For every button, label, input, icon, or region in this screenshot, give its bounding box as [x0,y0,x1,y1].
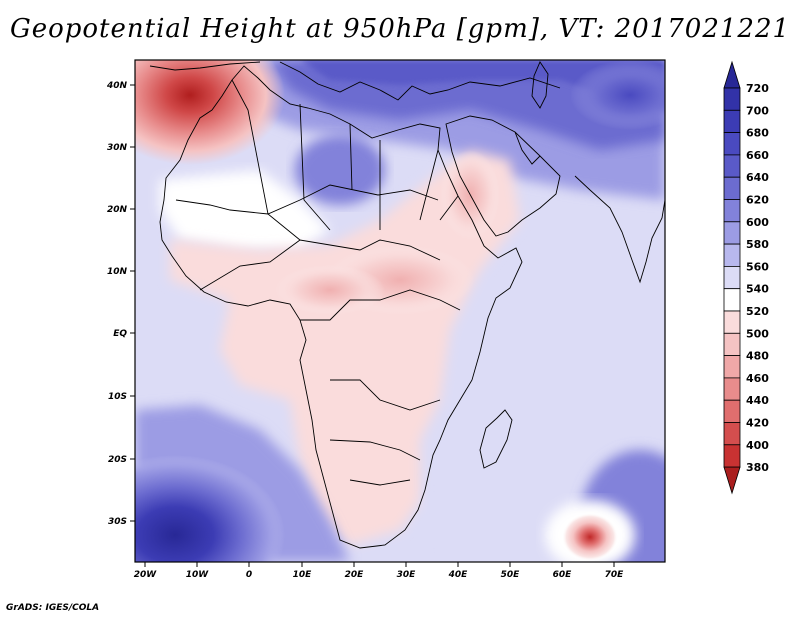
colorbar-label: 500 [746,327,769,340]
colorbar-swatch [723,332,741,356]
lat-label: 20N [107,205,128,215]
map-frame [134,59,666,563]
lon-label: 20W [134,570,158,580]
colorbar-swatch [723,377,741,401]
colorbar-label: 560 [746,260,769,273]
lat-label: 30S [108,517,127,527]
colorbar-top-arrow [723,60,741,89]
lon-label: 0 [246,570,252,580]
colorbar-label: 420 [746,417,769,430]
colorbar: 720 700 680 660 640 620 600 580 560 540 520 500 480 4… [723,60,769,495]
colorbar-label: 440 [746,394,769,407]
colorbar-swatch [723,444,741,468]
colorbar-swatch [723,87,741,111]
lon-label: 10E [293,570,313,580]
africa-coastline [159,65,523,549]
colorbar-label: 620 [746,194,769,207]
colorbar-swatch [723,243,741,267]
lon-label: 10W [186,570,210,580]
colorbar-label: 400 [746,439,769,452]
colorbar-label: 540 [746,283,769,296]
height-field [135,60,665,562]
colorbar-label: 480 [746,350,769,363]
grads-credit: GrADS: IGES/COLA [6,603,100,613]
lon-label: 70E [605,570,625,580]
colorbar-bottom-arrow [723,466,741,495]
lat-label: 20S [108,455,127,465]
colorbar-label: 520 [746,305,769,318]
madagascar [479,409,513,469]
colorbar-swatch [723,199,741,223]
colorbar-label: 600 [746,216,769,229]
india-coast [574,175,665,284]
colorbar-swatch [723,355,741,379]
arabian-peninsula [445,115,561,237]
colorbar-label: 720 [746,82,769,95]
lon-label: 60E [553,570,573,580]
lon-label: 50E [501,570,521,580]
colorbar-label: 700 [746,104,769,117]
colorbar-swatch [723,288,741,312]
colorbar-label: 640 [746,171,769,184]
central-borders [199,239,461,486]
colorbar-swatch [723,109,741,134]
lat-label: 10N [107,267,128,277]
lon-label: 30E [397,570,417,580]
lat-label: 40N [106,81,128,91]
lon-label: 40E [448,570,469,580]
colorbar-label: 580 [746,238,769,251]
longitude-labels: 20W 10W 0 10E 20E 30E 40E 50E 60E 70E [134,562,624,580]
colorbar-swatch [723,422,741,446]
lon-label: 20E [345,570,365,580]
lat-label: EQ [113,329,127,339]
colorbar-label: 380 [746,461,769,474]
europe-coast [149,61,561,101]
colorbar-swatch [723,176,741,200]
colorbar-swatch [723,265,741,290]
colorbar-swatch [723,154,741,178]
north-borders [175,79,459,241]
caspian [531,61,549,109]
colorbar-label: 660 [746,149,769,162]
persian-gulf [514,131,541,165]
colorbar-swatch [723,310,741,334]
lat-label: 30N [107,143,128,153]
latitude-labels: 40N 30N 20N 10N EQ 10S 20S 30S [106,81,135,527]
map-title: Geopotential Height at 950hPa [gpm], VT:… [9,14,791,44]
colorbar-swatch [723,221,741,245]
colorbar-swatch [723,132,741,156]
coastlines [149,61,665,549]
colorbar-swatch [723,399,741,423]
lat-label: 10S [108,392,127,402]
colorbar-label: 460 [746,372,769,385]
colorbar-label: 680 [746,127,769,140]
